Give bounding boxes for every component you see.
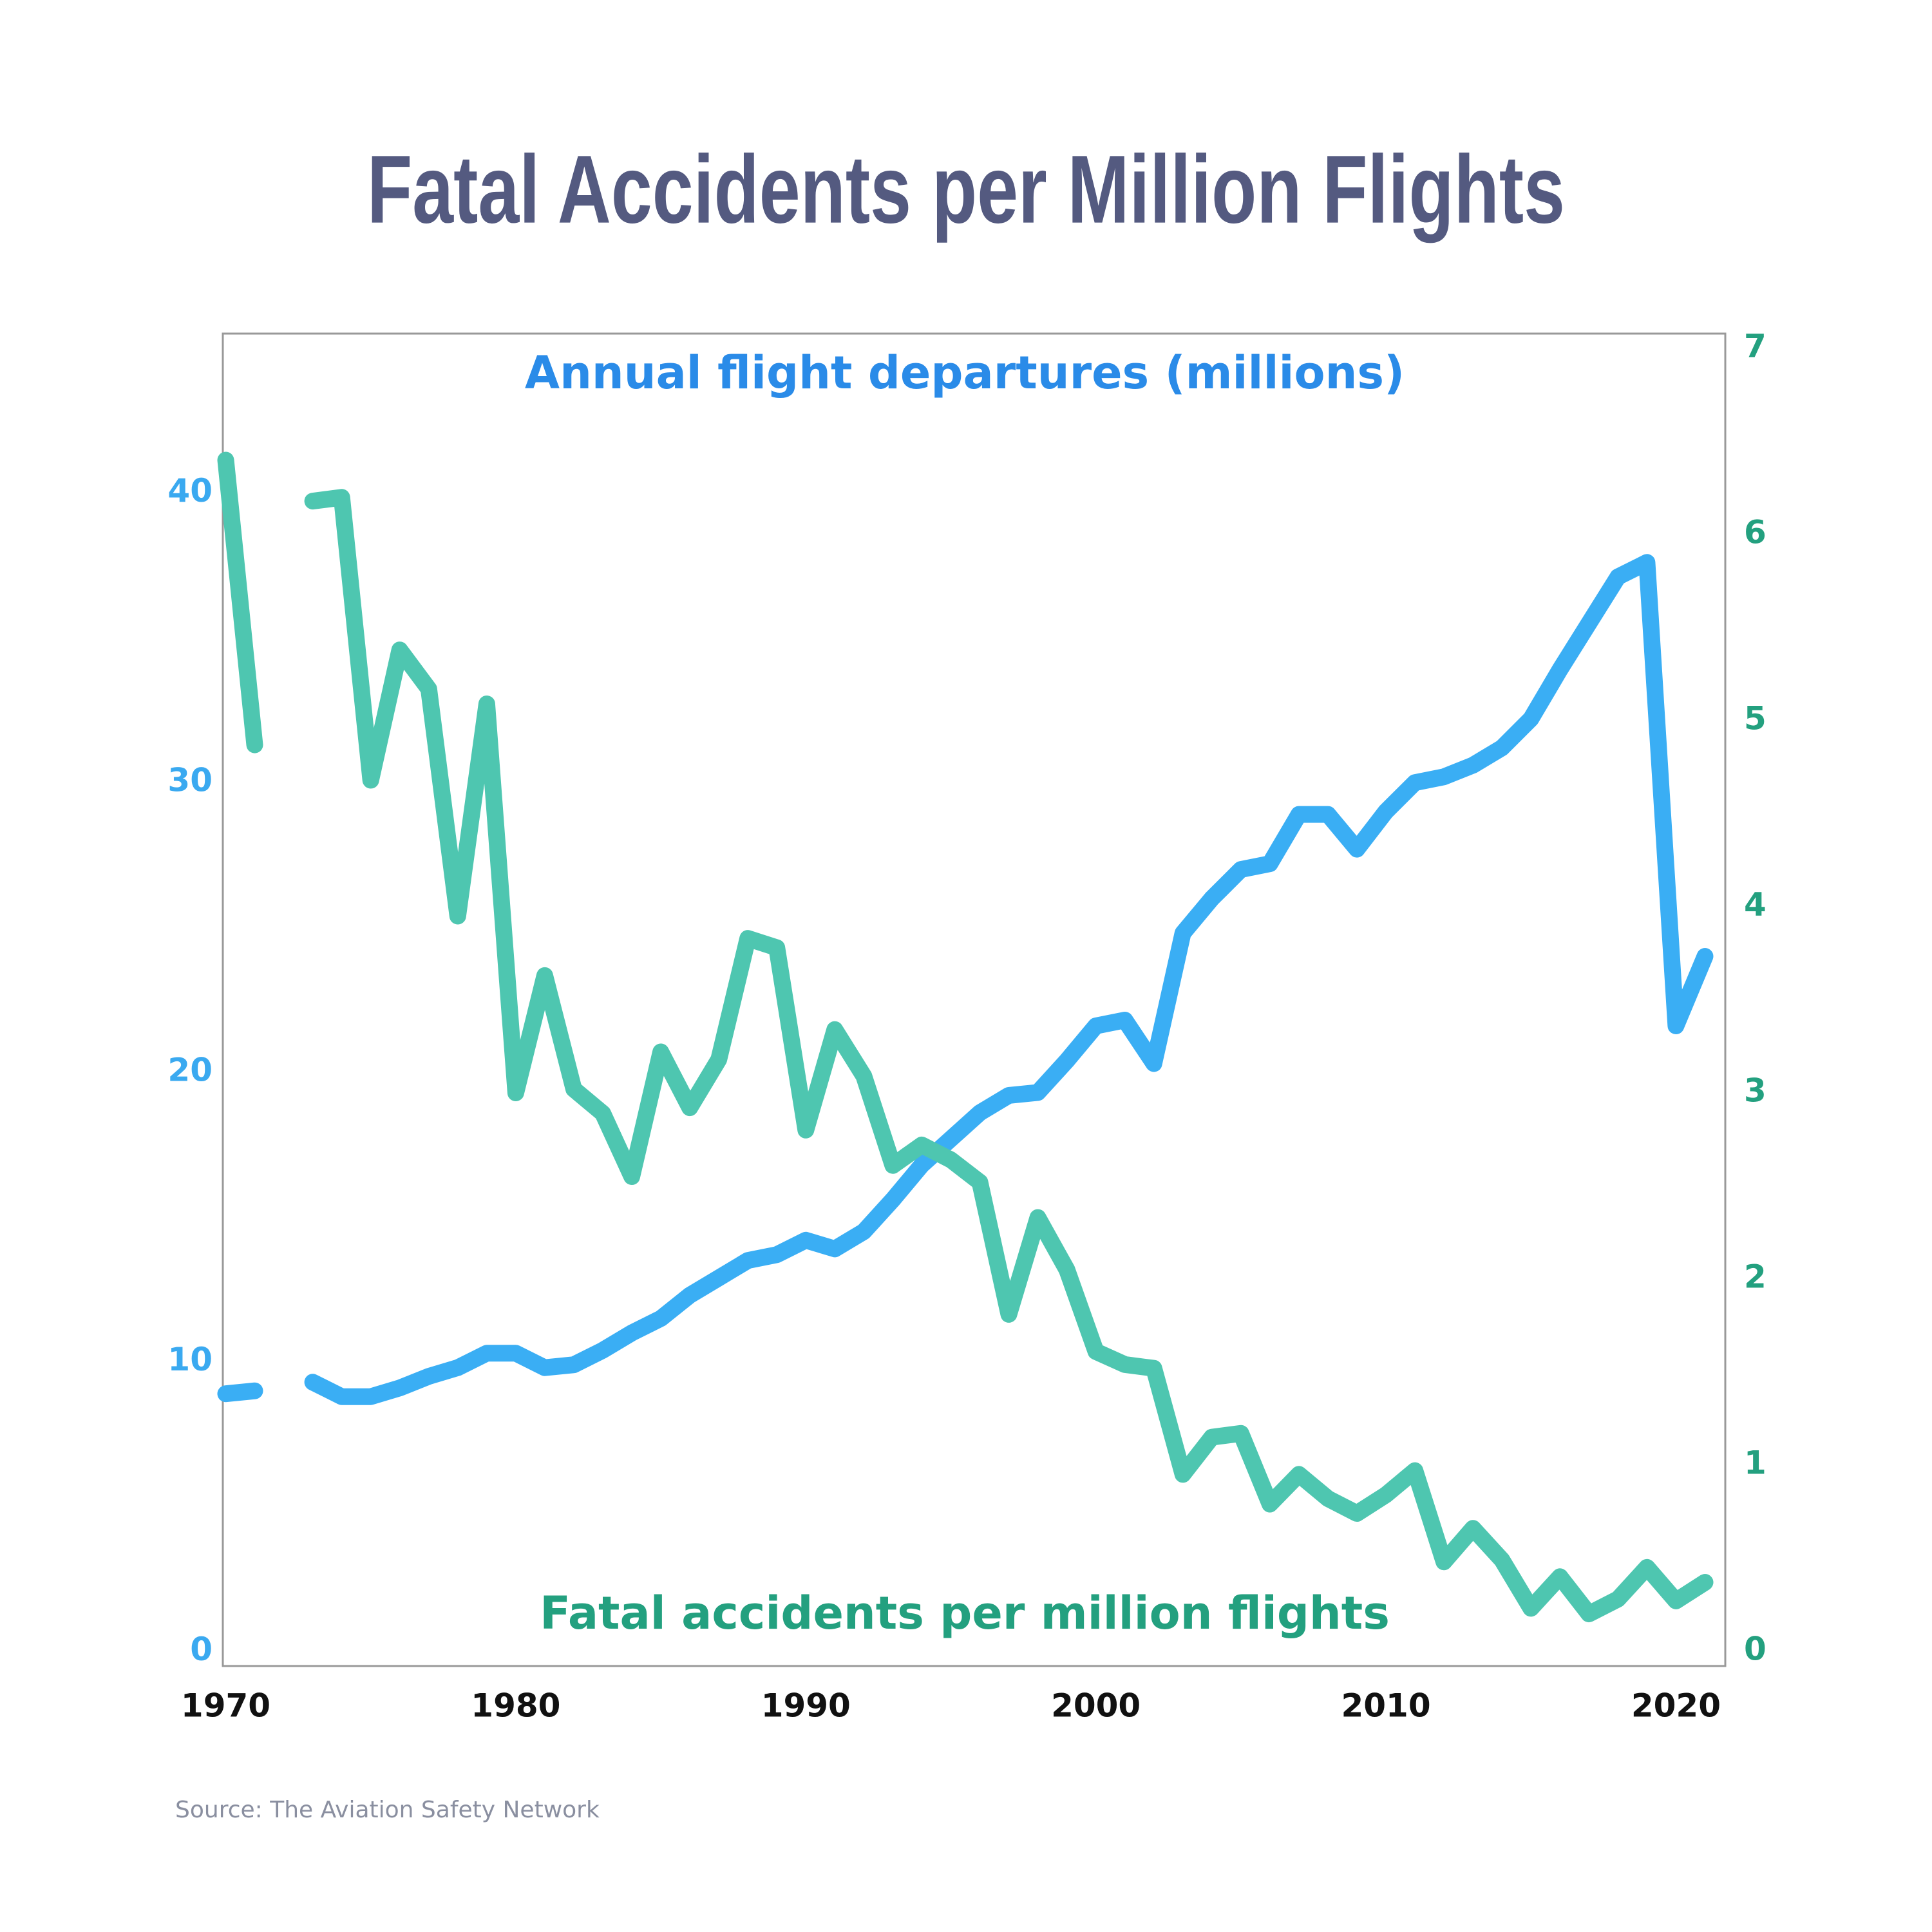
- y2-tick-label: 3: [1744, 1072, 1766, 1109]
- source-note: Source: The Aviation Safety Network: [175, 1797, 600, 1823]
- x-tick-label: 2000: [1051, 1687, 1141, 1725]
- x-tick-label: 2020: [1631, 1687, 1721, 1725]
- x-tick-label: 1980: [471, 1687, 560, 1725]
- y-tick-label: 20: [167, 1051, 213, 1088]
- series-line: [217, 451, 1714, 1623]
- series-line: [217, 554, 1714, 1405]
- y-tick-label: 0: [190, 1631, 213, 1668]
- y-tick-label: 10: [167, 1341, 213, 1378]
- x-tick-label: 1970: [181, 1687, 270, 1725]
- y2-tick-label: 5: [1744, 700, 1766, 737]
- y2-tick-label: 7: [1744, 328, 1766, 365]
- y2-tick-label: 0: [1744, 1630, 1766, 1667]
- y2-tick-label: 1: [1744, 1444, 1766, 1481]
- series-label: Annual flight departures (millions): [525, 346, 1405, 399]
- chart-title: Fatal Accidents per Million Flights: [367, 135, 1565, 243]
- x-tick-label: 1990: [761, 1687, 851, 1725]
- plot-frame: [222, 332, 1727, 1667]
- y-tick-label: 30: [167, 762, 213, 799]
- y2-tick-label: 4: [1744, 886, 1766, 923]
- y2-tick-label: 6: [1744, 514, 1766, 551]
- series-label: Fatal accidents per million flights: [540, 1587, 1390, 1640]
- x-tick-label: 2010: [1341, 1687, 1430, 1725]
- y2-tick-label: 2: [1744, 1258, 1766, 1295]
- y-tick-label: 40: [167, 472, 213, 509]
